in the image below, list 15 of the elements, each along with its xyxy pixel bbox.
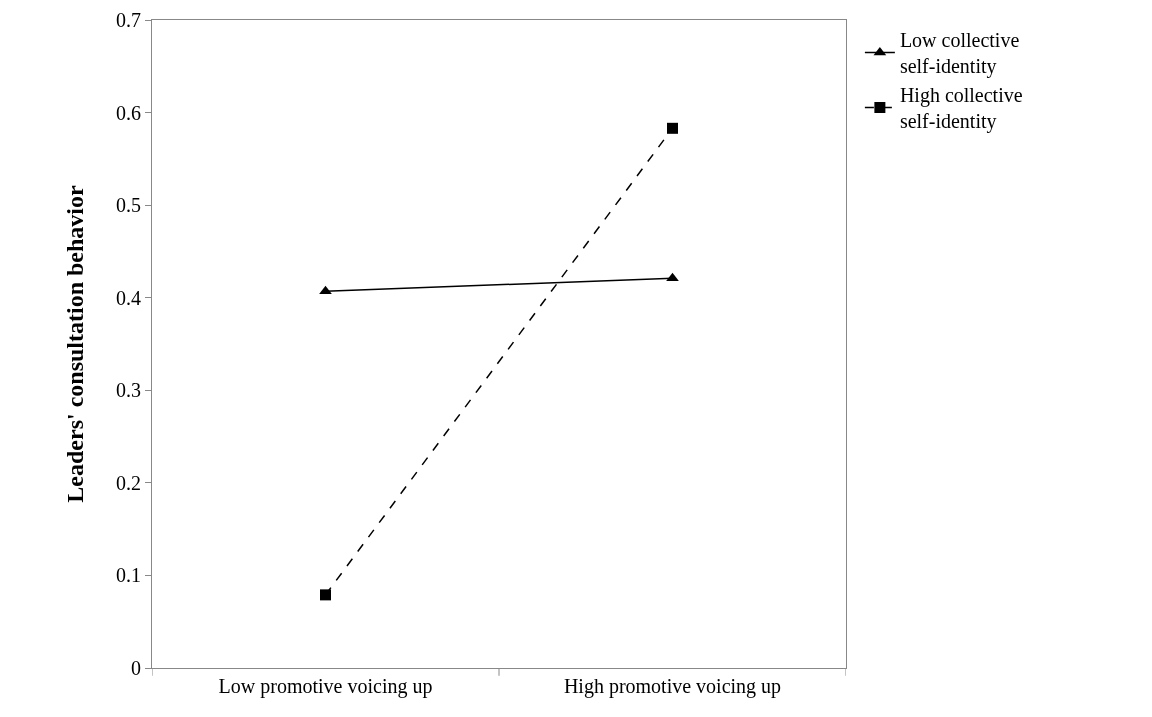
y-tick-label: 0.6 [116,101,141,124]
point [320,589,331,601]
x-tick-label: High promotive voicing up [563,675,782,698]
legend-label: Low collective self-identity [899,29,1020,79]
y-tick-label: 0.7 [116,9,141,31]
y-tick-label: 0.1 [116,564,141,587]
y-tick-label: 0.5 [116,194,141,217]
y-axis-title: Leaders' consultation behavior [62,184,89,503]
y-tick-label: 0.2 [116,471,141,494]
y-tick-label: 0.3 [116,379,141,402]
point [667,122,678,134]
legend-label: High collective self-identity [899,84,1023,134]
x-tick-label: Low promotive voicing up [218,675,433,698]
y-tick-label: 0.4 [116,286,141,309]
y-tick-label: 0 [131,657,141,679]
